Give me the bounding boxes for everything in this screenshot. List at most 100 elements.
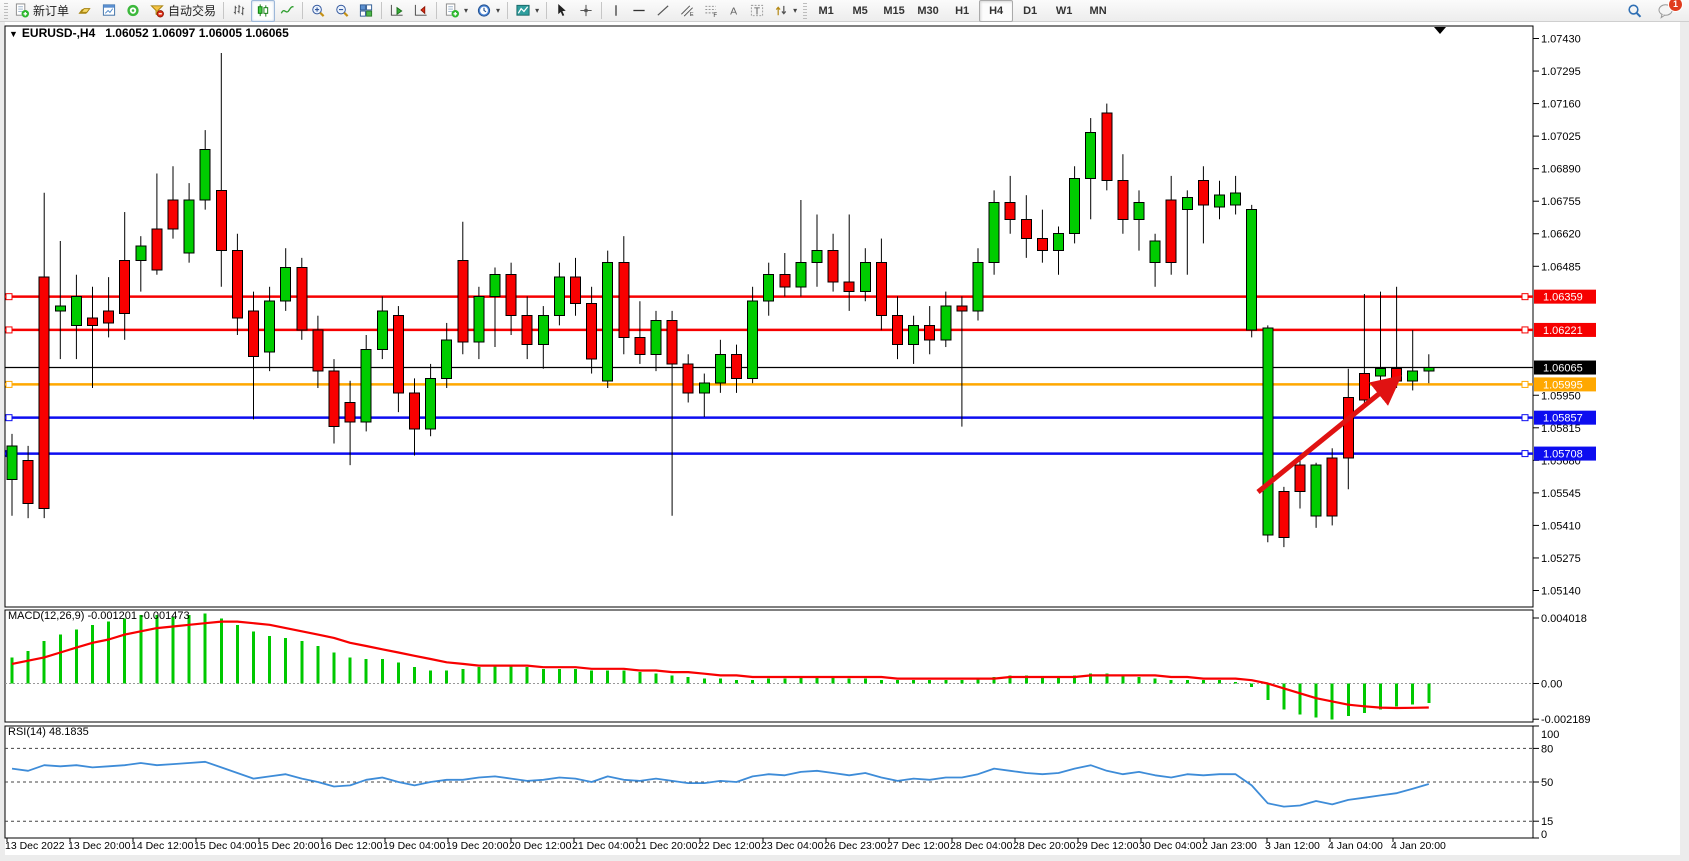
date-axis-label: 22 Dec 12:00 bbox=[698, 840, 761, 852]
date-axis-label: 29 Dec 12:00 bbox=[1076, 840, 1139, 852]
trend-arrow-annotation[interactable] bbox=[1256, 375, 1402, 494]
text-label-button[interactable]: T bbox=[745, 0, 769, 22]
timeframe-m1-button[interactable]: M1 bbox=[818, 4, 834, 17]
candle bbox=[505, 262, 517, 335]
new-chart-button[interactable]: ▾ bbox=[440, 0, 472, 22]
timeframe-w1-button[interactable]: W1 bbox=[1055, 4, 1073, 17]
new-order-button[interactable]: 新订单 bbox=[10, 0, 73, 22]
line-handle[interactable] bbox=[5, 293, 13, 301]
equidistant-channel-button[interactable]: E bbox=[675, 0, 699, 22]
date-axis-label: 13 Dec 2022 bbox=[5, 840, 65, 852]
candle bbox=[1197, 166, 1209, 244]
crosshair-button[interactable] bbox=[574, 0, 598, 22]
candle bbox=[22, 445, 34, 519]
candle bbox=[1326, 448, 1338, 526]
line-handle[interactable] bbox=[1521, 326, 1529, 334]
symbol-name: EURUSD-,H4 bbox=[21, 26, 96, 40]
date-axis-label: 16 Dec 12:00 bbox=[320, 840, 383, 852]
cursor-button[interactable] bbox=[550, 0, 574, 22]
symbol-dropdown-icon[interactable]: ▼ bbox=[9, 29, 18, 39]
main-toolbar: 新订单 自动交易 ▾ ▾ ▾ E F A T ▾ M1 M5 M15 M30 H1 H4 D1 W1 MN 1 bbox=[0, 0, 1689, 22]
vertical-line-button[interactable] bbox=[605, 0, 627, 22]
timeframe-h1-button[interactable]: H1 bbox=[955, 4, 970, 17]
timeframe-m15-button[interactable]: M15 bbox=[883, 4, 905, 17]
doc-plus-icon bbox=[14, 3, 30, 18]
macd-histogram bbox=[10, 613, 1431, 720]
line-handle[interactable] bbox=[5, 326, 13, 334]
candle bbox=[328, 359, 340, 444]
line-handle[interactable] bbox=[5, 380, 13, 388]
chart-shift-button[interactable] bbox=[409, 0, 433, 22]
candle bbox=[231, 233, 243, 335]
candle bbox=[457, 221, 469, 355]
chart-window[interactable]: 1.07430 1.07295 1.07160 1.07025 1.06890 1.067… bbox=[0, 22, 1689, 861]
auto-scroll-button[interactable] bbox=[385, 0, 409, 22]
date-axis-label: 26 Dec 23:00 bbox=[824, 840, 887, 852]
fibonacci-button[interactable]: F bbox=[699, 0, 723, 22]
candle bbox=[344, 380, 356, 466]
timeframe-h4-button[interactable]: H4 bbox=[979, 0, 1014, 22]
chevron-down-icon[interactable]: ▾ bbox=[464, 6, 469, 15]
chevron-down-icon[interactable]: ▾ bbox=[535, 6, 540, 15]
text-button[interactable]: A bbox=[723, 0, 745, 22]
line-chart-button[interactable] bbox=[275, 0, 299, 22]
svg-text:E: E bbox=[690, 12, 694, 18]
cursor-icon bbox=[554, 3, 570, 18]
date-axis-label: 15 Dec 04:00 bbox=[194, 840, 257, 852]
macd-axis-tick: -0.002189 bbox=[1541, 714, 1591, 726]
candle bbox=[892, 296, 903, 360]
candle bbox=[1165, 175, 1177, 275]
trendline-button[interactable] bbox=[651, 0, 675, 22]
horizontal-line-button[interactable] bbox=[627, 0, 651, 22]
line-handle[interactable] bbox=[1521, 380, 1529, 388]
candle bbox=[1278, 486, 1290, 548]
chevron-down-icon[interactable]: ▾ bbox=[793, 6, 798, 15]
chevron-down-icon[interactable]: ▾ bbox=[496, 6, 501, 15]
candlestick-chart-button[interactable] bbox=[251, 0, 276, 22]
date-axis-label: 30 Dec 04:00 bbox=[1139, 840, 1202, 852]
signals-button[interactable] bbox=[121, 0, 145, 22]
templates-button[interactable]: ▾ bbox=[511, 0, 543, 22]
candle bbox=[425, 363, 437, 437]
timeframe-mn-button[interactable]: MN bbox=[1089, 4, 1107, 17]
rsi-axis-tick: 80 bbox=[1541, 743, 1553, 755]
search-icon bbox=[1626, 3, 1643, 19]
toolbar-separator bbox=[223, 2, 225, 19]
candle bbox=[940, 291, 952, 348]
line-handle[interactable] bbox=[1521, 414, 1529, 422]
linechart-icon bbox=[279, 3, 295, 18]
toolbar-separator bbox=[546, 2, 548, 19]
candle bbox=[972, 248, 984, 321]
candle bbox=[1423, 354, 1435, 384]
level-price-label: 1.05708 bbox=[1543, 449, 1583, 461]
timeframe-m30-button[interactable]: M30 bbox=[917, 4, 939, 17]
zoom-in-button[interactable] bbox=[306, 0, 330, 22]
toolbar-grip bbox=[4, 2, 8, 19]
price-axis-tick: 1.06755 bbox=[1541, 196, 1581, 208]
open-chart-button[interactable] bbox=[97, 0, 121, 22]
profiles-button[interactable]: ▾ bbox=[472, 0, 504, 22]
svg-text:F: F bbox=[713, 12, 717, 18]
timeframe-d1-button[interactable]: D1 bbox=[1023, 4, 1038, 17]
tile-windows-button[interactable] bbox=[354, 0, 378, 22]
arrows-button[interactable]: ▾ bbox=[769, 0, 801, 22]
crosshair-icon bbox=[578, 3, 594, 18]
search-button[interactable] bbox=[1622, 0, 1647, 22]
price-chart[interactable]: 1.07430 1.07295 1.07160 1.07025 1.06890 1.067… bbox=[0, 22, 1689, 861]
notifications-button[interactable]: 1 bbox=[1653, 0, 1683, 22]
chart-shift-marker bbox=[1434, 27, 1446, 34]
candle bbox=[199, 130, 211, 210]
line-handle[interactable] bbox=[5, 414, 13, 422]
autoscroll-icon bbox=[389, 3, 405, 18]
charts-button[interactable] bbox=[73, 0, 97, 22]
zoom-out-button[interactable] bbox=[330, 0, 354, 22]
bar-chart-button[interactable] bbox=[227, 0, 251, 22]
auto-trading-button[interactable]: 自动交易 bbox=[145, 0, 220, 22]
gold-icon bbox=[77, 3, 93, 18]
candle bbox=[183, 183, 195, 263]
candles-layer bbox=[6, 52, 1435, 548]
candle bbox=[1117, 154, 1129, 234]
timeframe-m5-button[interactable]: M5 bbox=[852, 4, 868, 17]
line-handle[interactable] bbox=[1521, 450, 1529, 458]
line-handle[interactable] bbox=[1521, 293, 1529, 301]
